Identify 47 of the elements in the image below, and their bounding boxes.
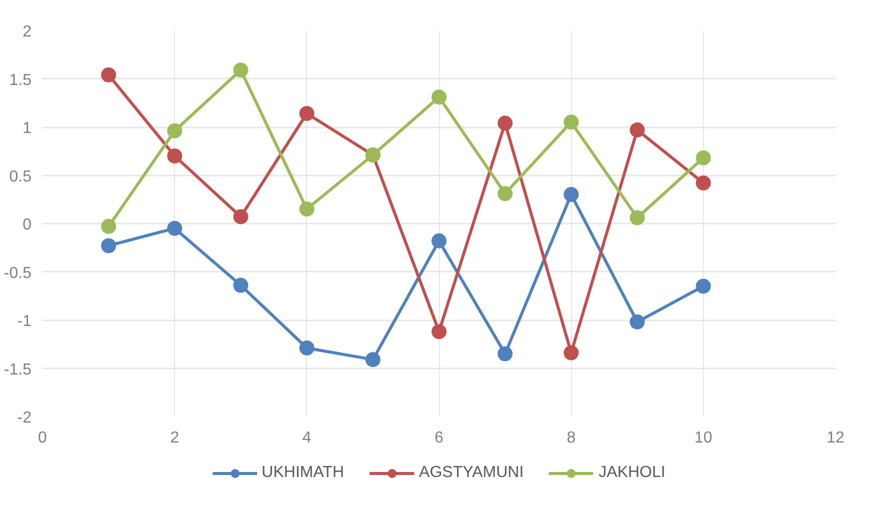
- point: [299, 106, 314, 121]
- point: [432, 90, 446, 105]
- y-tick-label: -1: [17, 313, 32, 330]
- point: [365, 352, 380, 368]
- x-tick-label: 6: [434, 430, 444, 446]
- x-tick-label: 12: [826, 430, 844, 446]
- y-tick-label: -0.5: [4, 264, 32, 282]
- point: [630, 122, 645, 138]
- y-tick-label: 0.5: [9, 168, 32, 186]
- point: [167, 220, 182, 236]
- point: [696, 175, 711, 190]
- x-tick-label: 0: [38, 430, 48, 446]
- point: [233, 62, 248, 78]
- y-tick-label: 2: [22, 24, 32, 40]
- point: [630, 210, 645, 226]
- point: [233, 209, 248, 224]
- point: [564, 345, 579, 360]
- point: [696, 278, 711, 294]
- point: [564, 114, 579, 130]
- point: [564, 187, 579, 202]
- legend-label: AGSTYAMUNI: [419, 464, 524, 482]
- point: [696, 150, 711, 166]
- y-tick-label: 0: [22, 216, 32, 234]
- point: [498, 186, 513, 202]
- x-tick-label: 8: [566, 430, 576, 446]
- point: [167, 148, 182, 164]
- point: [498, 346, 513, 362]
- x-tick-label: 2: [170, 430, 180, 446]
- point: [432, 233, 446, 248]
- point: [101, 238, 116, 254]
- point: [432, 324, 446, 340]
- point: [299, 202, 314, 217]
- x-tick-label: 10: [694, 430, 712, 446]
- y-tick-label: 1: [22, 120, 32, 137]
- y-tick-label: 1.5: [9, 72, 32, 89]
- point: [498, 116, 513, 131]
- point: [101, 67, 116, 82]
- point: [233, 278, 248, 293]
- point: [299, 340, 314, 356]
- point: [167, 123, 182, 138]
- point: [630, 314, 645, 330]
- legend-label: JAKHOLI: [598, 464, 666, 482]
- y-tick-label: -1.5: [4, 361, 32, 378]
- y-tick-label: -2: [17, 410, 32, 426]
- point: [101, 218, 116, 234]
- x-tick-label: 4: [302, 430, 312, 446]
- legend-label: UKHIMATH: [262, 464, 344, 482]
